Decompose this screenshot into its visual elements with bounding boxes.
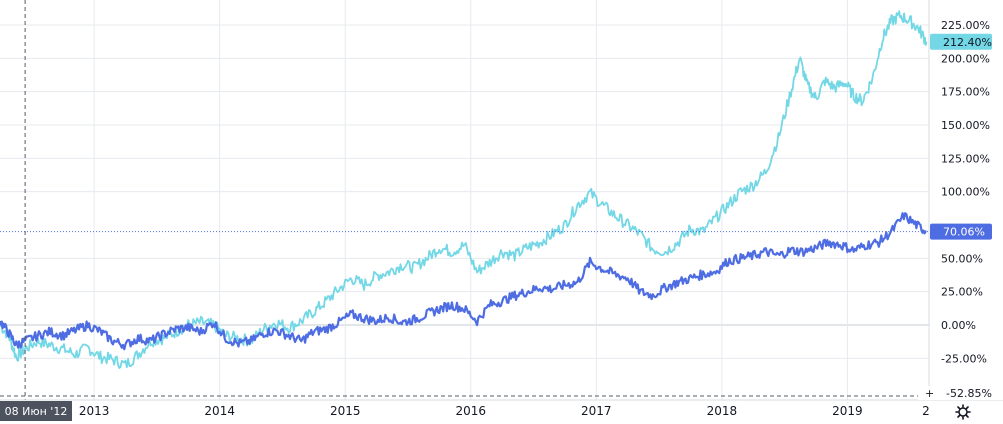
- y-tick-label: 200.00%: [941, 52, 990, 65]
- x-tick-label: 2015: [330, 404, 361, 418]
- y-tick-label: -25.00%: [941, 352, 987, 365]
- last-value-badge-2: 70.06%: [930, 223, 992, 240]
- series-line-1[interactable]: [0, 10, 928, 369]
- x-tick-label-partial: 2: [922, 404, 930, 418]
- y-tick-label: 25.00%: [941, 286, 983, 299]
- bottom-badge-box: [918, 386, 1003, 400]
- series-line-2[interactable]: [0, 212, 927, 351]
- x-tick-label: 2013: [79, 404, 110, 418]
- gear-icon: [955, 404, 971, 420]
- last-value-badge-box: [930, 33, 992, 50]
- crosshair-date-box: [0, 401, 72, 421]
- y-tick-label: 225.00%: [941, 19, 990, 32]
- bottom-value-badge: + -52.85%: [918, 386, 1003, 400]
- series-layer: [0, 10, 928, 369]
- y-tick-label: 150.00%: [941, 119, 990, 132]
- last-value-badge-1: 212.40%: [930, 33, 992, 50]
- last-value-badge-label: 212.40%: [943, 36, 992, 49]
- x-tick-label: 2019: [832, 404, 863, 418]
- y-tick-label: 0.00%: [941, 319, 976, 332]
- x-tick-label: 2014: [204, 404, 235, 418]
- time-scale[interactable]: 2013 2014 2015 2016 2017 2018 2019 2 08 Июн '12: [0, 401, 930, 421]
- crosshair-date-label: 08 Июн '12: [0, 401, 72, 421]
- x-tick-label: 2017: [581, 404, 612, 418]
- x-tick-label: 2016: [456, 404, 487, 418]
- y-tick-label: 125.00%: [941, 152, 990, 165]
- bottom-badge-label: -52.85%: [946, 387, 992, 400]
- last-value-badge-label: 70.06%: [943, 226, 985, 239]
- chart-settings-button[interactable]: [930, 401, 1003, 424]
- grid-layer: [0, 0, 929, 400]
- last-value-badge-box: [930, 223, 992, 240]
- crosshair-date-text: 08 Июн '12: [5, 405, 68, 418]
- x-tick-label: 2018: [707, 404, 738, 418]
- y-tick-label: 50.00%: [941, 252, 983, 265]
- price-scale[interactable]: 225.00% 200.00% 175.00% 150.00% 125.00% 100.0…: [930, 19, 992, 365]
- overlay-layer: [0, 0, 929, 400]
- y-tick-label: 175.00%: [941, 86, 990, 99]
- plus-icon: +: [925, 387, 934, 400]
- y-tick-label: 100.00%: [941, 186, 990, 199]
